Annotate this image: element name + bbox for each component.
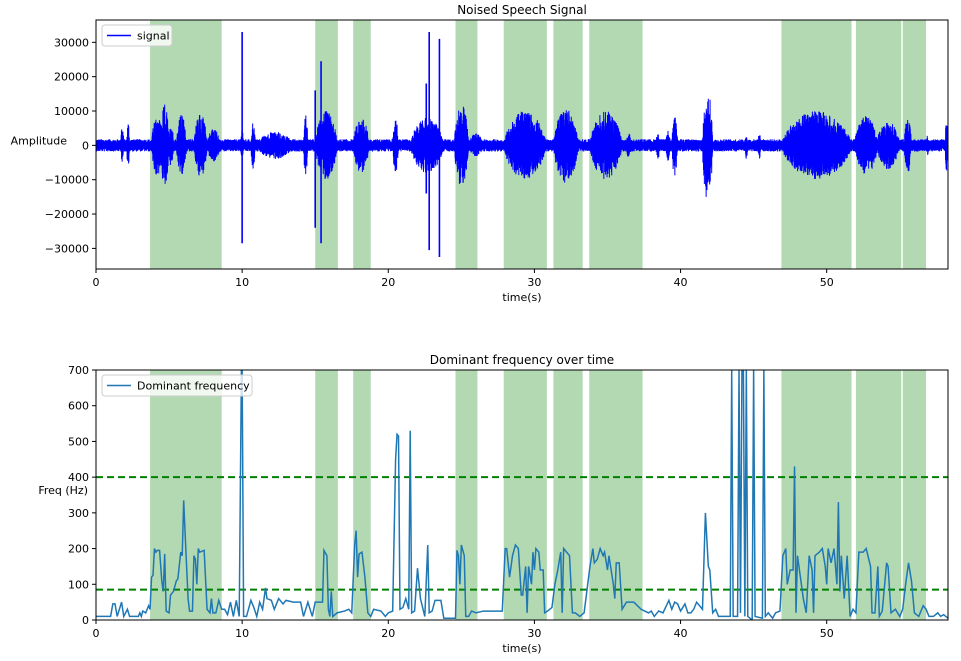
x-tick-label: 50 xyxy=(820,627,834,640)
x-tick-label: 0 xyxy=(93,627,100,640)
speech-signal-chart: 0 10 20 30 40 50 30000 20000 10000 0 −10000 −20000 −… xyxy=(11,3,949,304)
x-tick-label: 40 xyxy=(674,627,688,640)
frequency-line xyxy=(96,370,948,620)
x-tick-label: 50 xyxy=(820,276,834,289)
voiced-span xyxy=(315,370,338,620)
legend-box xyxy=(101,374,253,397)
x-tick-label: 30 xyxy=(527,627,541,640)
x-tick-label: 10 xyxy=(235,276,249,289)
y-tick-label: 0 xyxy=(82,614,89,627)
x-tick-label: 20 xyxy=(381,276,395,289)
y-tick-label: 300 xyxy=(68,507,89,520)
voiced-span xyxy=(553,370,583,620)
y-tick-label: 10000 xyxy=(54,105,89,118)
signal-line xyxy=(96,98,948,197)
y-tick-label: 20000 xyxy=(54,71,89,84)
chart-title: Noised Speech Signal xyxy=(457,3,587,17)
voiced-span xyxy=(902,370,927,620)
voiced-span xyxy=(353,370,371,620)
y-tick-label: 30000 xyxy=(54,36,89,49)
y-tick-label: 100 xyxy=(68,578,89,591)
legend-box xyxy=(101,24,173,47)
y-tick-label: −10000 xyxy=(45,174,89,187)
plot-area xyxy=(96,370,948,620)
dominant-frequency-chart: 0 10 20 30 40 500100200300400500600700Dominan… xyxy=(38,353,949,655)
x-tick-label: 30 xyxy=(527,276,541,289)
x-axis-label: time(s) xyxy=(502,291,541,304)
chart-title: Dominant frequency over time xyxy=(430,353,614,367)
axes-frame xyxy=(95,369,949,621)
y-tick-label: 400 xyxy=(68,471,89,484)
legend-label: Dominant frequency xyxy=(137,380,250,393)
x-tick-label: 20 xyxy=(381,627,395,640)
voiced-span xyxy=(503,370,547,620)
y-tick-label: 700 xyxy=(68,364,89,377)
legend-label: signal xyxy=(137,30,170,43)
y-axis-label: Amplitude xyxy=(11,134,68,147)
plot-area xyxy=(96,20,948,269)
y-axis-label: Freq (Hz) xyxy=(38,484,88,497)
voiced-span xyxy=(781,370,852,620)
axes-frame xyxy=(95,19,949,270)
x-tick-label: 40 xyxy=(674,276,688,289)
legend: Dominant frequency xyxy=(101,374,253,397)
x-axis-label: time(s) xyxy=(502,642,541,655)
x-tick-label: 0 xyxy=(93,276,100,289)
y-tick-label: 600 xyxy=(68,400,89,413)
y-tick-label: 0 xyxy=(82,139,89,152)
y-tick-label: −20000 xyxy=(45,208,89,221)
y-tick-label: −30000 xyxy=(45,242,89,255)
voiced-span xyxy=(455,370,478,620)
x-tick-label: 10 xyxy=(235,627,249,640)
y-tick-label: 200 xyxy=(68,543,89,556)
voiced-span xyxy=(150,370,222,620)
y-tick-label: 500 xyxy=(68,435,89,448)
legend: signal xyxy=(101,24,173,47)
